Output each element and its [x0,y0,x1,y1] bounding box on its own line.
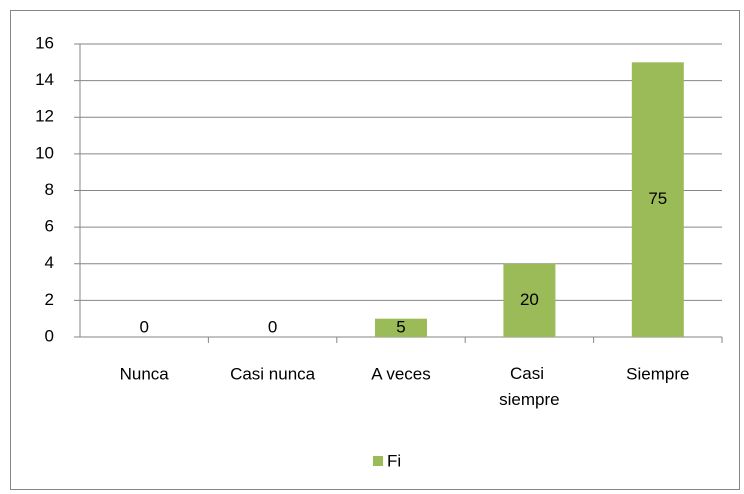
bar [503,263,556,337]
legend-swatch [373,456,383,466]
legend-label: Fi [387,451,401,470]
y-tick-label: 10 [35,143,54,162]
x-tick-label: Nunca [120,364,170,383]
bar [375,318,427,337]
data-label: 75 [648,189,667,208]
y-tick-label: 12 [35,107,54,126]
data-label: 0 [268,317,277,336]
y-tick-label: 4 [45,253,54,272]
data-label: 5 [396,317,405,336]
x-tick-label: A veces [371,364,431,383]
x-tick-label: Siempre [626,364,689,383]
y-tick-label: 8 [45,180,54,199]
y-tick-label: 6 [45,217,54,236]
x-tick-label: Casi nunca [230,364,316,383]
y-tick-label: 0 [45,326,54,345]
chart-border [10,10,740,490]
y-tick-label: 2 [45,290,54,309]
bar [631,62,684,337]
data-label: 0 [139,317,148,336]
x-tick-label: Casi siempre [499,364,559,409]
y-tick-label: 16 [35,33,54,52]
data-label: 20 [520,290,539,309]
y-tick-label: 14 [35,70,54,89]
